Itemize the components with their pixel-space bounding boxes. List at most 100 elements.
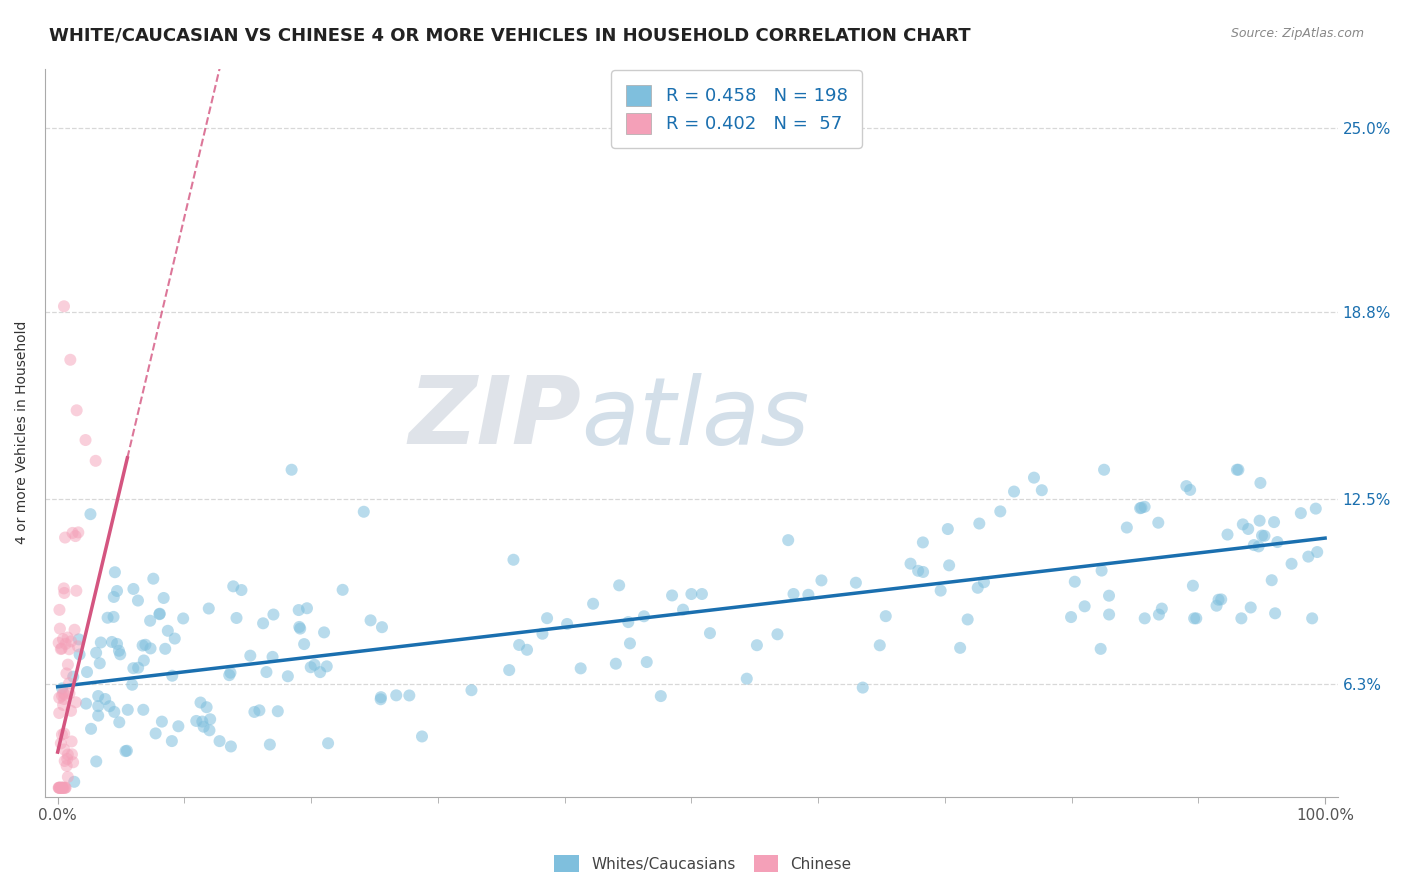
Point [160,669,183,683]
Point [53,754,76,768]
Point [60,704,83,718]
Point [105,637,128,651]
Point [555,617,578,632]
Point [115,744,138,758]
Point [65,695,87,709]
Point [766,627,789,641]
Point [304,657,326,672]
Point [745,638,768,652]
Point [1133,611,1156,625]
Point [51,681,73,696]
Point [936,522,959,536]
Y-axis label: 4 or more Vehicles in Household: 4 or more Vehicles in Household [15,321,30,544]
Point [1247,540,1270,554]
Point [956,612,979,626]
Point [58,686,80,700]
Point [58,642,80,657]
Point [988,504,1011,518]
Point [617,615,640,629]
Point [190,696,212,710]
Text: WHITE/CAUCASIAN VS CHINESE 4 OR MORE VEHICLES IN HOUSEHOLD CORRELATION CHART: WHITE/CAUCASIAN VS CHINESE 4 OR MORE VEH… [49,27,970,45]
Point [225,611,247,625]
Point [243,705,266,719]
Point [292,637,315,651]
Point [1251,528,1274,542]
Point [62,756,84,770]
Point [55,666,77,681]
Point [84,755,107,769]
Point [508,638,530,652]
Point [869,638,891,652]
Point [148,607,170,622]
Point [62,525,84,540]
Point [163,632,186,646]
Point [280,463,302,477]
Point [661,589,683,603]
Point [90,635,112,649]
Point [156,624,179,638]
Point [49,622,72,636]
Point [51,689,73,703]
Point [259,738,281,752]
Point [1150,601,1173,615]
Point [672,602,695,616]
Point [619,636,641,650]
Point [1091,564,1114,578]
Point [398,689,420,703]
Point [132,653,155,667]
Point [875,609,897,624]
Point [1031,483,1053,498]
Point [735,672,758,686]
Point [149,607,172,621]
Point [101,635,124,649]
Point [1249,514,1271,528]
Point [49,642,72,657]
Point [51,780,73,795]
Point [132,703,155,717]
Point [1022,470,1045,484]
Point [299,660,322,674]
Point [1129,501,1152,516]
Point [142,572,165,586]
Point [1098,607,1121,622]
Point [75,433,97,447]
Point [49,736,72,750]
Point [114,744,136,758]
Point [1230,611,1253,625]
Point [536,611,558,625]
Point [316,736,339,750]
Point [219,665,242,680]
Point [193,720,215,734]
Point [191,714,214,729]
Point [287,603,309,617]
Point [636,655,658,669]
Point [56,752,79,766]
Point [53,780,76,795]
Point [262,607,284,622]
Point [53,742,76,756]
Point [152,591,174,605]
Point [127,661,149,675]
Point [59,352,82,367]
Point [929,583,952,598]
Point [79,507,101,521]
Point [198,712,221,726]
Point [55,780,77,795]
Point [1130,500,1153,515]
Point [531,626,554,640]
Point [66,403,89,417]
Point [290,622,312,636]
Point [782,587,804,601]
Point [65,583,87,598]
Point [1185,611,1208,625]
Point [699,626,721,640]
Point [277,669,299,683]
Point [1090,641,1112,656]
Point [51,641,73,656]
Point [172,611,194,625]
Point [1208,592,1230,607]
Point [353,505,375,519]
Point [84,646,107,660]
Point [131,639,153,653]
Point [1182,611,1205,625]
